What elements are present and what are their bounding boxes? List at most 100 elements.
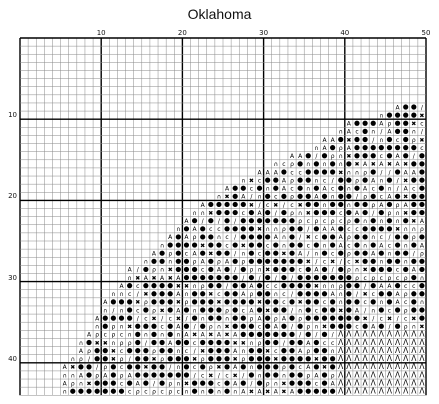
stitch-symbol: ρ bbox=[168, 389, 172, 396]
stitch-dot bbox=[403, 234, 409, 240]
stitch-dot bbox=[265, 356, 271, 362]
stitch-symbol: Λ bbox=[403, 370, 409, 379]
stitch-symbol: ρ bbox=[347, 234, 351, 241]
stitch-dot bbox=[386, 258, 393, 264]
stitch-dot bbox=[191, 274, 198, 281]
stitch-symbol: A bbox=[201, 202, 206, 209]
stitch-symbol: c bbox=[120, 364, 123, 371]
stitch-dot bbox=[248, 274, 255, 281]
stitch-symbol: ∩ bbox=[306, 186, 310, 193]
stitch-symbol: ρ bbox=[282, 364, 286, 371]
stitch-dot bbox=[240, 234, 246, 240]
stitch-symbol: / bbox=[307, 226, 310, 233]
stitch-dot bbox=[135, 348, 141, 354]
stitch-symbol: ρ bbox=[412, 234, 416, 241]
stitch-symbol: ✖ bbox=[111, 348, 116, 355]
stitch-dot bbox=[305, 388, 311, 394]
stitch-dot bbox=[338, 226, 344, 232]
stitch-symbol: ✖ bbox=[192, 356, 197, 363]
stitch-symbol: ρ bbox=[201, 283, 205, 290]
stitch-symbol: Λ bbox=[354, 387, 360, 396]
stitch-dot bbox=[191, 380, 198, 386]
stitch-symbol: / bbox=[194, 348, 197, 355]
stitch-dot bbox=[313, 291, 319, 297]
stitch-symbol: ✖ bbox=[419, 112, 424, 119]
stitch-dot bbox=[394, 112, 401, 118]
stitch-symbol: ✖ bbox=[233, 372, 238, 379]
stitch-dot bbox=[86, 339, 92, 346]
stitch-dot bbox=[273, 299, 279, 305]
stitch-symbol: ∩ bbox=[314, 250, 318, 257]
stitch-symbol: Λ bbox=[419, 354, 425, 363]
stitch-symbol: ρ bbox=[95, 372, 99, 379]
stitch-dot bbox=[265, 218, 271, 224]
stitch-dot bbox=[159, 364, 165, 370]
stitch-symbol: ∩ bbox=[192, 283, 196, 290]
stitch-symbol: ✖ bbox=[419, 137, 424, 144]
stitch-dot bbox=[135, 364, 141, 370]
stitch-symbol: ∩ bbox=[127, 275, 131, 282]
stitch-symbol: ∩ bbox=[322, 283, 326, 290]
stitch-symbol: ∩ bbox=[225, 315, 229, 322]
stitch-dot bbox=[208, 299, 214, 305]
stitch-symbol: Λ bbox=[395, 330, 401, 339]
stitch-dot bbox=[330, 274, 336, 281]
stitch-symbol: / bbox=[397, 186, 400, 193]
stitch-symbol: ✖ bbox=[241, 340, 246, 347]
stitch-symbol: A bbox=[363, 186, 368, 193]
stitch-symbol: / bbox=[380, 169, 383, 176]
stitch-dot bbox=[159, 348, 165, 354]
stitch-symbol: c bbox=[177, 389, 180, 396]
stitch-symbol: c bbox=[160, 324, 163, 331]
stitch-dot bbox=[289, 283, 295, 289]
stitch-symbol: A bbox=[87, 332, 92, 339]
stitch-dot bbox=[248, 331, 255, 337]
stitch-dot bbox=[330, 145, 336, 151]
stitch-dot bbox=[86, 372, 92, 378]
stitch-symbol: ✖ bbox=[257, 299, 262, 306]
stitch-symbol: ∩ bbox=[62, 389, 66, 396]
stitch-symbol: / bbox=[283, 340, 286, 347]
stitch-dot bbox=[330, 242, 336, 248]
stitch-symbol: ∩ bbox=[379, 299, 383, 306]
stitch-dot bbox=[224, 218, 230, 224]
stitch-dot bbox=[183, 307, 190, 313]
stitch-symbol: ∩ bbox=[395, 218, 399, 225]
stitch-symbol: ∩ bbox=[119, 324, 123, 331]
stitch-symbol: c bbox=[120, 348, 123, 355]
stitch-dot bbox=[370, 120, 376, 126]
stitch-dot bbox=[240, 364, 246, 370]
stitch-dot bbox=[240, 380, 246, 386]
stitch-symbol: ∩ bbox=[71, 356, 75, 363]
stitch-dot bbox=[240, 201, 246, 208]
stitch-dot bbox=[297, 291, 303, 297]
stitch-symbol: ✖ bbox=[241, 242, 246, 249]
stitch-dot bbox=[313, 388, 319, 394]
stitch-symbol: ρ bbox=[209, 364, 213, 371]
stitch-symbol: Λ bbox=[419, 370, 425, 379]
stitch-dot bbox=[411, 242, 417, 248]
stitch-symbol: Λ bbox=[338, 330, 344, 339]
stitch-dot bbox=[265, 339, 271, 346]
stitch-symbol: ∩ bbox=[412, 226, 416, 233]
stitch-symbol: c bbox=[372, 186, 375, 193]
stitch-symbol: ρ bbox=[274, 315, 278, 322]
stitch-dot bbox=[394, 307, 401, 313]
stitch-symbol: ✖ bbox=[143, 291, 148, 298]
stitch-symbol: ∩ bbox=[282, 234, 286, 241]
stitch-symbol: A bbox=[363, 161, 368, 168]
stitch-symbol: Λ bbox=[379, 330, 385, 339]
stitch-symbol: ∩ bbox=[79, 340, 83, 347]
stitch-symbol: A bbox=[387, 129, 392, 136]
stitch-dot bbox=[118, 315, 125, 321]
stitch-dot bbox=[127, 364, 133, 370]
stitch-dot bbox=[330, 388, 336, 394]
grid-lines bbox=[19, 37, 427, 396]
stitch-dot bbox=[297, 161, 303, 167]
stitch-dot bbox=[378, 266, 384, 273]
stitch-dot bbox=[175, 234, 181, 240]
stitch-dot bbox=[338, 315, 344, 321]
stitch-symbol: ∩ bbox=[347, 186, 351, 193]
stitch-dot bbox=[167, 323, 173, 329]
